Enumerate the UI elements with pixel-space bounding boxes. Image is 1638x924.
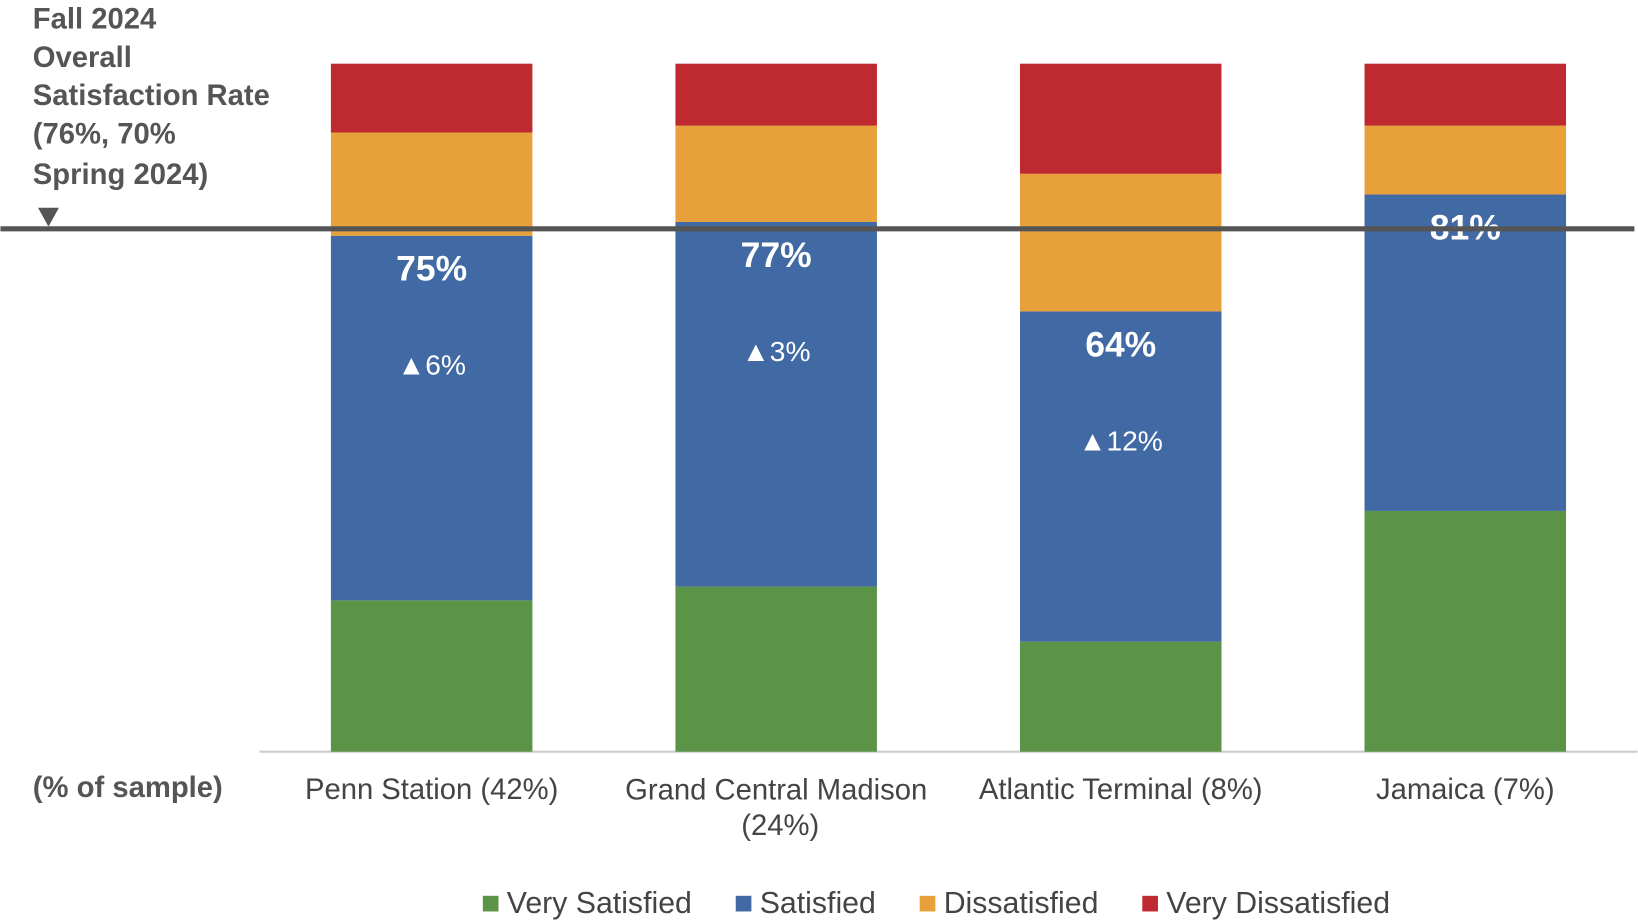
- legend-label: Very Satisfied: [507, 887, 692, 920]
- legend-label: Very Dissatisfied: [1166, 887, 1390, 920]
- legend-swatch: [735, 895, 752, 912]
- reference-marker: [38, 207, 59, 227]
- x-tick-label: Atlantic Terminal (8%): [979, 774, 1263, 806]
- reference-label: Satisfaction Rate: [33, 80, 270, 112]
- reference-label: (76%, 70%: [33, 118, 176, 150]
- legend-swatch: [1142, 895, 1158, 912]
- reference-label: Fall 2024: [33, 4, 157, 36]
- change-label: ▲6%: [397, 349, 466, 381]
- bar-segment: [330, 235, 533, 601]
- change-label: ▲3%: [742, 335, 811, 367]
- bar-segment: [675, 221, 877, 587]
- bar-segment: [1364, 63, 1567, 126]
- total-label: 77%: [741, 235, 812, 275]
- legend-swatch: [482, 895, 499, 912]
- bar-segment: [1364, 510, 1567, 752]
- bar-segment: [675, 63, 877, 126]
- bar-segment: [330, 63, 533, 133]
- x-tick-label: Penn Station (42%): [305, 774, 558, 806]
- bar-segment: [675, 125, 877, 222]
- total-label: 75%: [396, 249, 467, 289]
- bar-segment: [1364, 125, 1567, 195]
- x-tick-label: Jamaica (7%): [1376, 774, 1555, 806]
- bar-segment: [1019, 63, 1222, 174]
- bar-segment: [1019, 311, 1222, 642]
- bar-segment: [330, 600, 533, 752]
- reference-label: Overall: [33, 42, 132, 74]
- legend-swatch: [919, 895, 936, 912]
- bar-segment: [675, 586, 877, 752]
- bar-segment: [1364, 194, 1567, 511]
- bar-segment: [1019, 173, 1222, 312]
- total-label: 64%: [1085, 324, 1156, 364]
- change-label: ▲12%: [1079, 424, 1163, 456]
- legend-label: Dissatisfied: [944, 887, 1099, 920]
- bar-segment: [1019, 641, 1222, 752]
- x-axis-label: (% of sample): [33, 772, 223, 804]
- reference-label: Spring 2024): [33, 159, 208, 191]
- bar-segment: [330, 132, 533, 236]
- x-tick-label: Grand Central Madison (24%): [625, 774, 927, 841]
- legend-label: Satisfied: [760, 887, 876, 920]
